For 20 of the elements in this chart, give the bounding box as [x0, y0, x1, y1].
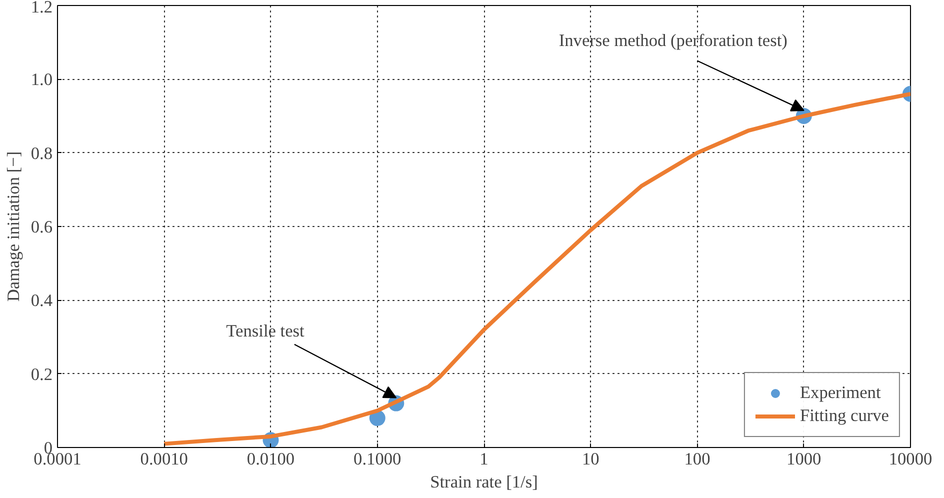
x-tick-label: 10000	[888, 450, 932, 468]
x-tick-label: 10	[582, 450, 600, 468]
legend-label: Fitting curve	[800, 406, 889, 426]
x-axis-title: Strain rate [1/s]	[430, 472, 538, 492]
y-tick-label: 1.0	[30, 70, 53, 90]
y-tick-label: 0.6	[30, 218, 53, 236]
y-axis-title: Damage initiation [−]	[4, 151, 23, 302]
annotation: Inverse method (perforation test)	[558, 31, 788, 50]
x-tick-label: 0.1000	[354, 450, 402, 468]
legend-label: Experiment	[800, 383, 881, 403]
y-tick-label: 0.2	[30, 364, 53, 384]
y-tick-label: 0.8	[30, 144, 53, 163]
x-tick-label: 100	[684, 450, 710, 468]
x-tick-label: 1	[480, 450, 488, 468]
x-tick-label: 0.0010	[140, 450, 188, 468]
x-tick-label: 1000	[786, 450, 822, 468]
annotation: Tensile test	[226, 321, 305, 340]
x-tick-label: 0.0100	[246, 450, 295, 468]
y-tick-label: 0.4	[30, 291, 53, 310]
y-tick-label: 1.2	[30, 0, 53, 16]
